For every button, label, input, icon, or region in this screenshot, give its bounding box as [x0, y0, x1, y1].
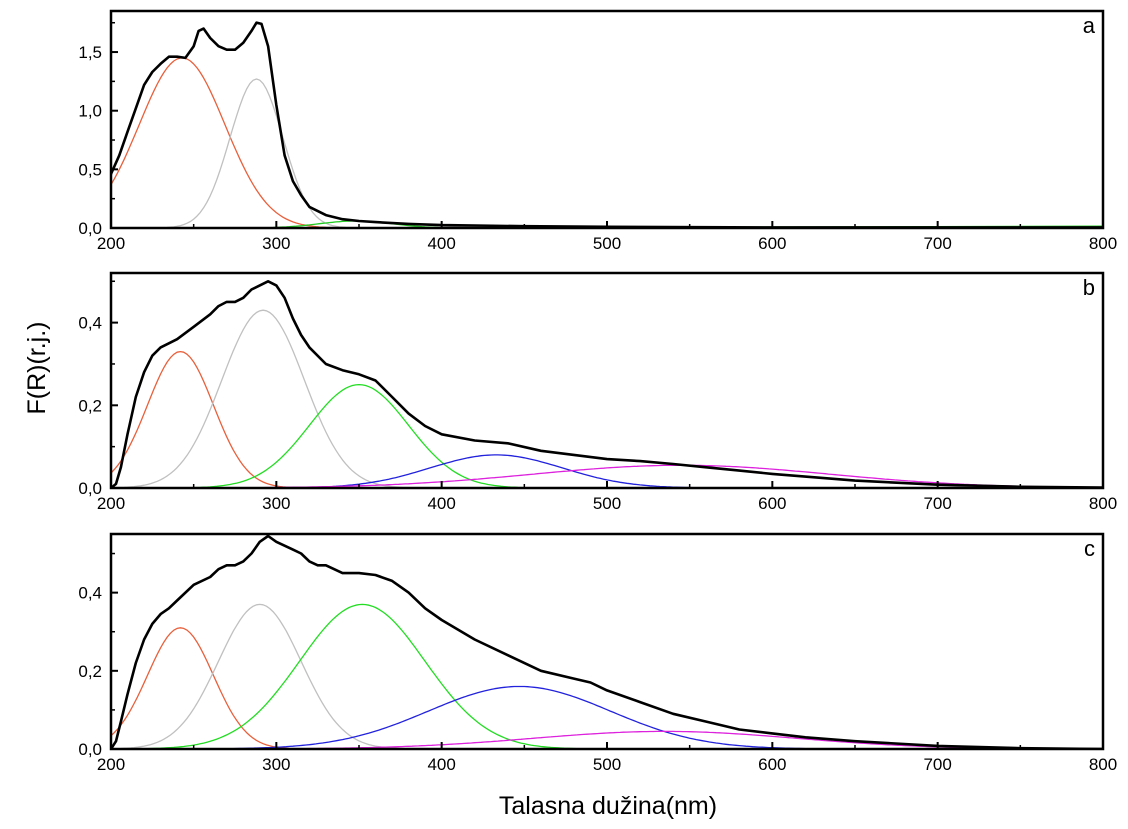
series-group: [111, 21, 1103, 228]
fit-component-line-2: [111, 309, 1103, 488]
x-tick-label: 200: [97, 234, 125, 253]
x-tick-label: 400: [427, 494, 455, 513]
y-tick-label: 1,0: [78, 102, 102, 121]
y-tick-label: 0,4: [78, 314, 102, 333]
x-tick-label: 300: [262, 494, 290, 513]
y-tick-label: 1,5: [78, 43, 102, 62]
x-tick-label: 300: [262, 234, 290, 253]
x-tick-label: 800: [1089, 234, 1117, 253]
x-tick-label: 600: [758, 234, 786, 253]
measured-spectrum-line: [111, 21, 1103, 228]
x-tick-label: 800: [1089, 494, 1117, 513]
panel-label: a: [1083, 13, 1096, 38]
x-axis-title: Talasna dužina(nm): [499, 792, 717, 820]
y-tick-label: 0,0: [78, 740, 102, 759]
fit-component-line-3: [111, 383, 1103, 488]
fit-component-line-3: [111, 603, 1103, 749]
chart-panel-b: 200 300 400 500 600 700 800 0,0 0,2 0,4 b: [78, 271, 1117, 513]
x-tick-label: 500: [593, 234, 621, 253]
y-tick-label: 0,5: [78, 160, 102, 179]
panel-label: b: [1083, 275, 1095, 300]
x-tick-label: 700: [923, 755, 951, 774]
panel-label: c: [1084, 536, 1095, 561]
y-tick-label: 0,2: [78, 396, 102, 415]
x-tick-label: 200: [97, 755, 125, 774]
fit-component-line-2: [111, 603, 1103, 749]
y-axis-title: F(R)(r.j.): [23, 321, 51, 414]
y-tick-label: 0,4: [78, 584, 102, 603]
plot-frame: [109, 271, 1105, 490]
chart-panel-c: 200 300 400 500 600 700 800 0,0 0,2 0,4 c: [78, 532, 1117, 774]
x-tick-label: 500: [593, 494, 621, 513]
x-tick-label: 600: [758, 494, 786, 513]
series-group: [111, 534, 1103, 749]
y-tick-label: 0,0: [78, 219, 102, 238]
plot-frame: [109, 532, 1105, 751]
x-tick-label: 700: [923, 494, 951, 513]
fit-component-line-4: [111, 685, 1103, 749]
x-tick-label: 700: [923, 234, 951, 253]
x-tick-label: 800: [1089, 755, 1117, 774]
x-tick-label: 400: [427, 755, 455, 774]
x-tick-label: 200: [97, 494, 125, 513]
series-group: [111, 280, 1103, 488]
y-tick-label: 0,2: [78, 662, 102, 681]
y-tick-label: 0,0: [78, 479, 102, 498]
x-tick-label: 600: [758, 755, 786, 774]
chart-panel-a: 200 300 400 500 600 700 800 0,0 0,5 1,0 1,5 a: [78, 9, 1117, 253]
fit-component-line-1: [111, 627, 1103, 749]
fit-component-line-2: [111, 78, 1103, 228]
measured-spectrum-line: [111, 534, 1103, 749]
fit-component-line-1: [111, 57, 1103, 228]
x-tick-label: 300: [262, 755, 290, 774]
x-tick-label: 400: [427, 234, 455, 253]
measured-spectrum-line: [111, 280, 1103, 488]
x-tick-label: 500: [593, 755, 621, 774]
panels: 200 300 400 500 600 700 800 0,0 0,5 1,0 1,5 a 200 300…: [78, 9, 1117, 774]
